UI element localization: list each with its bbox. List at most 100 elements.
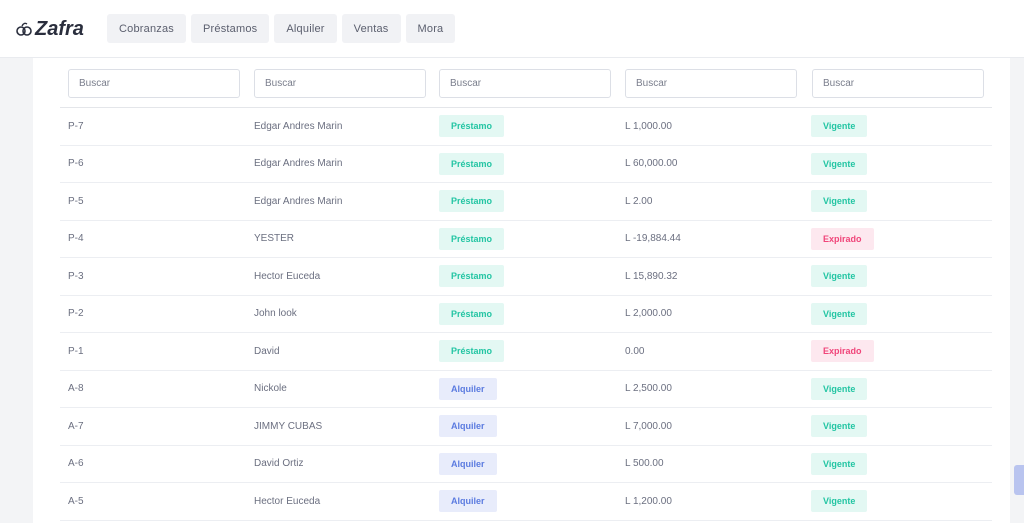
nav-item-mora[interactable]: Mora xyxy=(405,14,456,43)
type-badge: Préstamo xyxy=(439,190,505,213)
cell-status: Vigente xyxy=(811,371,868,408)
search-input-amount[interactable] xyxy=(625,69,797,98)
app-logo[interactable]: Zafra xyxy=(16,14,84,44)
cell-amount: L 15,890.32 xyxy=(625,270,678,282)
type-badge: Préstamo xyxy=(439,340,505,363)
status-badge: Vigente xyxy=(811,490,868,513)
cell-name: Hector Euceda xyxy=(254,270,321,282)
table-row[interactable]: A-8 Nickole Alquiler L 2,500.00 Vigente xyxy=(60,371,992,408)
type-badge: Préstamo xyxy=(439,302,505,325)
cell-status: Expirado xyxy=(811,333,874,370)
cell-id: P-5 xyxy=(68,195,84,207)
table-row[interactable]: P-2 John look Préstamo L 2,000.00 Vigent… xyxy=(60,296,992,333)
cell-amount: 0.00 xyxy=(625,345,645,357)
cell-status: Vigente xyxy=(811,446,868,483)
search-input-status[interactable] xyxy=(812,69,984,98)
cell-type: Préstamo xyxy=(439,183,505,220)
cell-name: Nickole xyxy=(254,383,287,395)
cell-status: Vigente xyxy=(811,408,868,445)
cell-type: Alquiler xyxy=(439,408,497,445)
table-row[interactable]: P-1 David Préstamo 0.00 Expirado xyxy=(60,333,992,371)
table-row[interactable]: P-3 Hector Euceda Préstamo L 15,890.32 V… xyxy=(60,258,992,296)
cell-status: Vigente xyxy=(811,258,868,295)
cell-type: Préstamo xyxy=(439,333,505,370)
cell-amount: L 2,500.00 xyxy=(625,383,672,395)
table-row[interactable]: A-6 David Ortiz Alquiler L 500.00 Vigent… xyxy=(60,446,992,483)
cell-amount: L 2.00 xyxy=(625,195,653,207)
main-nav: Cobranzas Préstamos Alquiler Ventas Mora xyxy=(107,14,456,43)
type-badge: Alquiler xyxy=(439,415,497,438)
nav-item-ventas[interactable]: Ventas xyxy=(341,14,401,43)
table-header-divider xyxy=(60,107,992,108)
page-gutter xyxy=(1010,58,1024,523)
type-badge: Alquiler xyxy=(439,490,497,513)
cell-amount: L 7,000.00 xyxy=(625,420,672,432)
status-badge: Vigente xyxy=(811,415,868,438)
cell-type: Alquiler xyxy=(439,483,497,520)
cell-status: Expirado xyxy=(811,221,874,258)
logo-icon xyxy=(16,22,32,36)
type-badge: Préstamo xyxy=(439,115,505,138)
nav-item-cobranzas[interactable]: Cobranzas xyxy=(107,14,186,43)
table-row[interactable]: A-5 Hector Euceda Alquiler L 1,200.00 Vi… xyxy=(60,483,992,521)
cell-id: P-7 xyxy=(68,120,84,132)
table-row[interactable]: P-4 YESTER Préstamo L -19,884.44 Expirad… xyxy=(60,221,992,258)
table-row[interactable]: P-5 Edgar Andres Marin Préstamo L 2.00 V… xyxy=(60,183,992,221)
status-badge: Vigente xyxy=(811,452,868,475)
cell-type: Préstamo xyxy=(439,258,505,295)
cell-id: A-6 xyxy=(68,458,84,470)
cell-amount: L 60,000.00 xyxy=(625,158,678,170)
type-badge: Préstamo xyxy=(439,265,505,288)
cell-name: John look xyxy=(254,308,297,320)
cell-name: David xyxy=(254,345,280,357)
search-input-id[interactable] xyxy=(68,69,240,98)
status-badge: Vigente xyxy=(811,115,868,138)
nav-item-prestamos[interactable]: Préstamos xyxy=(191,14,270,43)
type-badge: Alquiler xyxy=(439,377,497,400)
cell-name: David Ortiz xyxy=(254,458,304,470)
cell-id: A-8 xyxy=(68,383,84,395)
cell-amount: L -19,884.44 xyxy=(625,233,681,245)
cell-name: Edgar Andres Marin xyxy=(254,120,343,132)
cell-status: Vigente xyxy=(811,146,868,183)
data-table: P-7 Edgar Andres Marin Préstamo L 1,000.… xyxy=(60,108,992,521)
status-badge: Expirado xyxy=(811,227,874,250)
cell-amount: L 500.00 xyxy=(625,458,664,470)
status-badge: Vigente xyxy=(811,190,868,213)
status-badge: Vigente xyxy=(811,302,868,325)
cell-status: Vigente xyxy=(811,183,868,220)
cell-status: Vigente xyxy=(811,108,868,145)
cell-type: Alquiler xyxy=(439,446,497,483)
table-row[interactable]: P-6 Edgar Andres Marin Préstamo L 60,000… xyxy=(60,146,992,183)
cell-amount: L 1,200.00 xyxy=(625,495,672,507)
type-badge: Préstamo xyxy=(439,227,505,250)
type-badge: Alquiler xyxy=(439,452,497,475)
cell-name: Edgar Andres Marin xyxy=(254,195,343,207)
nav-item-alquiler[interactable]: Alquiler xyxy=(274,14,337,43)
status-badge: Expirado xyxy=(811,340,874,363)
search-input-name[interactable] xyxy=(254,69,426,98)
cell-type: Alquiler xyxy=(439,371,497,408)
cell-amount: L 2,000.00 xyxy=(625,308,672,320)
table-row[interactable]: P-7 Edgar Andres Marin Préstamo L 1,000.… xyxy=(60,108,992,146)
cell-id: P-3 xyxy=(68,270,84,282)
cell-name: Hector Euceda xyxy=(254,495,321,507)
cell-id: A-7 xyxy=(68,420,84,432)
cell-id: P-1 xyxy=(68,345,84,357)
cell-name: Edgar Andres Marin xyxy=(254,158,343,170)
cell-status: Vigente xyxy=(811,483,868,520)
status-badge: Vigente xyxy=(811,377,868,400)
cell-type: Préstamo xyxy=(439,146,505,183)
cell-id: A-5 xyxy=(68,495,84,507)
status-badge: Vigente xyxy=(811,152,868,175)
cell-amount: L 1,000.00 xyxy=(625,120,672,132)
search-input-type[interactable] xyxy=(439,69,611,98)
cell-type: Préstamo xyxy=(439,221,505,258)
cell-type: Préstamo xyxy=(439,296,505,333)
cell-status: Vigente xyxy=(811,296,868,333)
scrollbar-thumb[interactable] xyxy=(1014,465,1024,495)
cell-id: P-2 xyxy=(68,308,84,320)
logo-text: Zafra xyxy=(35,17,84,40)
cell-id: P-4 xyxy=(68,233,84,245)
table-row[interactable]: A-7 JIMMY CUBAS Alquiler L 7,000.00 Vige… xyxy=(60,408,992,446)
